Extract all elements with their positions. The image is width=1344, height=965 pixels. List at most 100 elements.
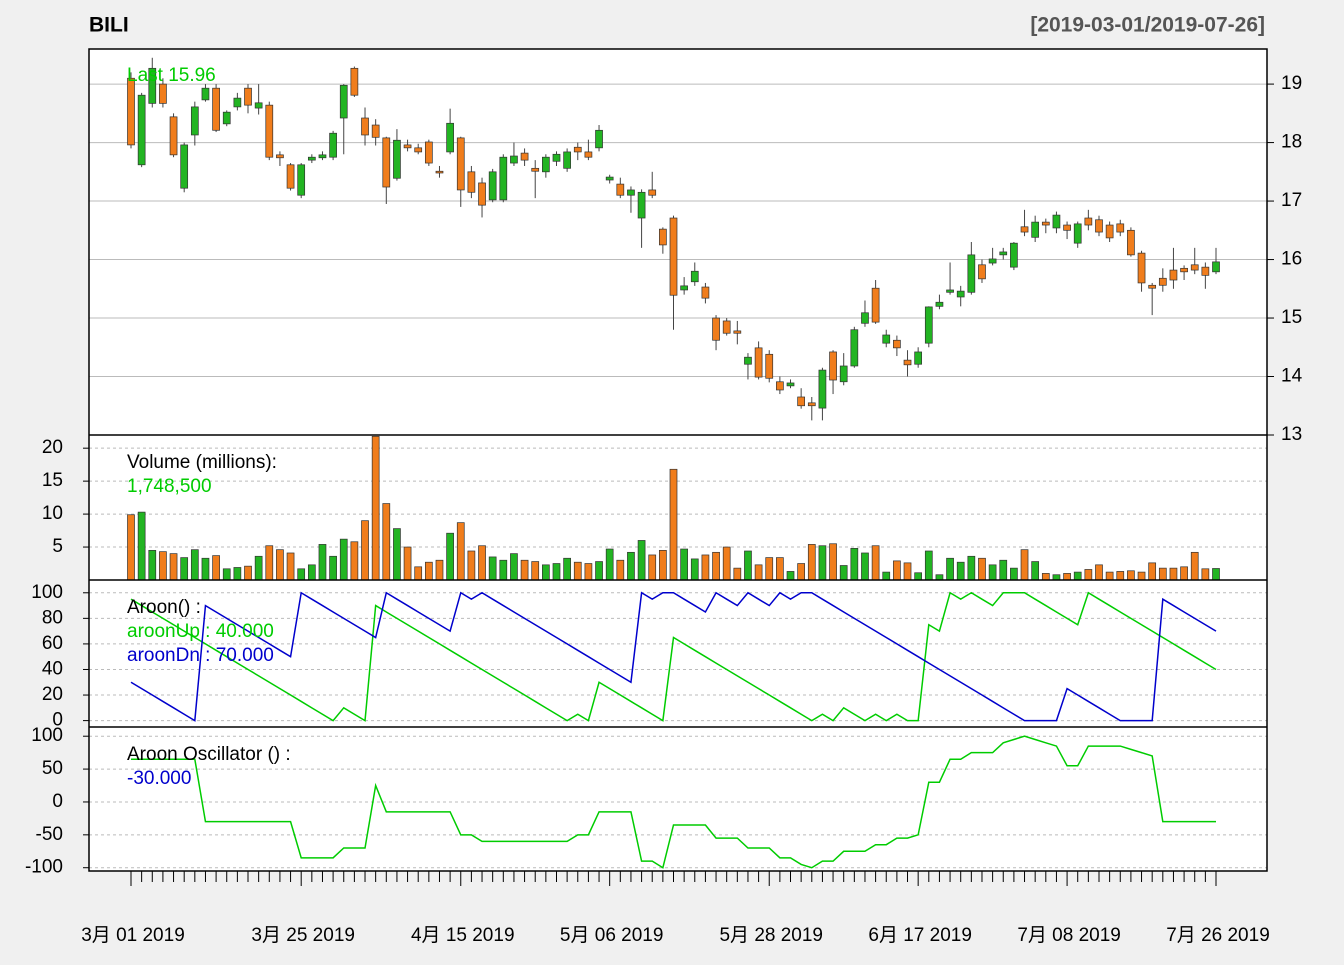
candle-body xyxy=(244,87,252,106)
volume-bar xyxy=(350,541,359,581)
volume-bar xyxy=(1010,567,1018,581)
volume-bar xyxy=(680,548,688,581)
volume-bar xyxy=(1116,571,1125,581)
candle-body xyxy=(627,189,635,196)
volume-bar xyxy=(999,559,1008,581)
y-tick-label: 80 xyxy=(42,607,63,628)
volume-bar xyxy=(818,545,827,581)
volume-bar xyxy=(1073,571,1082,581)
volume-bar xyxy=(988,564,997,581)
volume-bar xyxy=(914,572,923,581)
candle-body xyxy=(499,156,508,201)
volume-bar xyxy=(169,553,178,581)
volume-bar xyxy=(861,552,869,581)
candle-body xyxy=(978,264,986,280)
candle-body xyxy=(701,286,710,299)
volume-bar xyxy=(307,564,316,581)
candle-body xyxy=(180,144,189,189)
candle-body xyxy=(148,67,157,104)
candle-body xyxy=(212,87,220,131)
volume-bar xyxy=(882,571,891,581)
y-tick-label: 14 xyxy=(1281,366,1303,387)
candle-body xyxy=(137,94,146,166)
x-tick-label: 3月 01 2019 xyxy=(81,925,185,946)
volume-bar xyxy=(893,560,901,581)
candle-body xyxy=(467,171,476,193)
candle-body xyxy=(754,347,763,378)
volume-bar xyxy=(956,561,965,581)
volume-bar xyxy=(797,563,805,581)
candle-body xyxy=(573,146,582,153)
volume-bar xyxy=(786,571,795,581)
candle-body xyxy=(361,117,369,136)
candle-body xyxy=(1212,261,1220,273)
candle-body xyxy=(818,369,827,409)
x-tick-label: 3月 25 2019 xyxy=(251,925,355,946)
candle-body xyxy=(371,124,380,138)
candle-body xyxy=(1073,223,1082,244)
volume-bar xyxy=(573,561,582,581)
volume-bar xyxy=(722,546,731,581)
candle-body xyxy=(1063,224,1071,231)
volume-bar xyxy=(329,555,337,581)
volume-bar xyxy=(1063,573,1071,581)
series-line xyxy=(130,591,1217,722)
candle-body xyxy=(403,144,412,149)
volume-bar xyxy=(1031,561,1040,581)
candle-body xyxy=(286,164,295,189)
volume-bar xyxy=(1148,562,1157,581)
candle-body xyxy=(1158,277,1167,286)
volume-bar xyxy=(180,557,189,581)
candle-body xyxy=(1137,252,1146,284)
volume-bar xyxy=(499,559,508,581)
volume-bar xyxy=(978,557,986,581)
volume-bar xyxy=(595,561,603,581)
candle-body xyxy=(712,317,720,341)
candle-body xyxy=(744,356,752,365)
candle-body xyxy=(435,170,444,174)
candle-body xyxy=(1105,224,1114,239)
volume-bar xyxy=(616,559,625,581)
candle-body xyxy=(648,189,657,196)
candle-body xyxy=(414,147,423,153)
y-tick-label: 15 xyxy=(42,470,63,491)
volume-bar xyxy=(446,532,454,581)
candle-body xyxy=(510,155,518,164)
volume-bar xyxy=(531,561,540,581)
volume-bar xyxy=(1041,573,1050,581)
candle-body xyxy=(1084,217,1093,226)
volume-bar xyxy=(924,550,933,581)
y-tick-label: 19 xyxy=(1281,73,1302,94)
candle-body xyxy=(350,67,359,96)
y-tick-label: 17 xyxy=(1281,190,1302,211)
candle-body xyxy=(190,106,199,136)
volume-bar xyxy=(637,540,646,581)
candle-body xyxy=(265,104,274,158)
candle-body xyxy=(722,320,731,334)
candle-body xyxy=(893,339,901,349)
volume-bar xyxy=(424,561,433,581)
volume-bar xyxy=(190,549,199,581)
candle-body xyxy=(839,365,848,383)
y-tick-label: -50 xyxy=(36,824,63,845)
y-tick-label: 0 xyxy=(52,710,63,731)
volume-bar xyxy=(850,548,859,581)
candle-body xyxy=(914,351,923,365)
candle-body xyxy=(222,111,231,125)
candle-body xyxy=(776,381,784,391)
volume-bar xyxy=(510,553,518,581)
volume-bar xyxy=(605,548,614,581)
candle-body xyxy=(552,153,561,162)
candle-body xyxy=(1020,226,1029,233)
candle-body xyxy=(318,154,327,159)
volume-bar xyxy=(1084,569,1093,581)
volume-bar xyxy=(1137,571,1146,581)
candle-body xyxy=(595,129,603,149)
volume-bar xyxy=(1020,549,1029,581)
volume-bar xyxy=(1095,564,1103,581)
candle-body xyxy=(669,217,678,296)
y-tick-label: -100 xyxy=(25,857,63,878)
volume-bar xyxy=(201,557,210,581)
volume-bar xyxy=(765,557,774,581)
